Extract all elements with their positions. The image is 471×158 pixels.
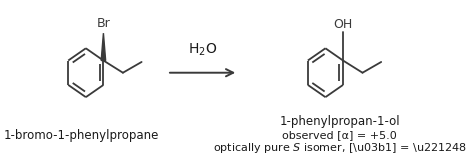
Text: 1-phenylpropan-1-ol: 1-phenylpropan-1-ol xyxy=(279,115,400,128)
Text: H$_2$O: H$_2$O xyxy=(188,42,217,58)
Text: optically pure $\it{S}$ isomer, [\u03b1] = \u221248: optically pure $\it{S}$ isomer, [\u03b1]… xyxy=(213,141,467,155)
Text: 1-bromo-1-phenylpropane: 1-bromo-1-phenylpropane xyxy=(4,129,160,142)
Text: observed [α] = +5.0: observed [α] = +5.0 xyxy=(282,130,397,140)
Text: optically pure S isomer, [α] = −48: optically pure S isomer, [α] = −48 xyxy=(244,143,435,153)
Text: Br: Br xyxy=(97,17,110,30)
Polygon shape xyxy=(101,33,106,61)
Text: OH: OH xyxy=(333,18,353,31)
